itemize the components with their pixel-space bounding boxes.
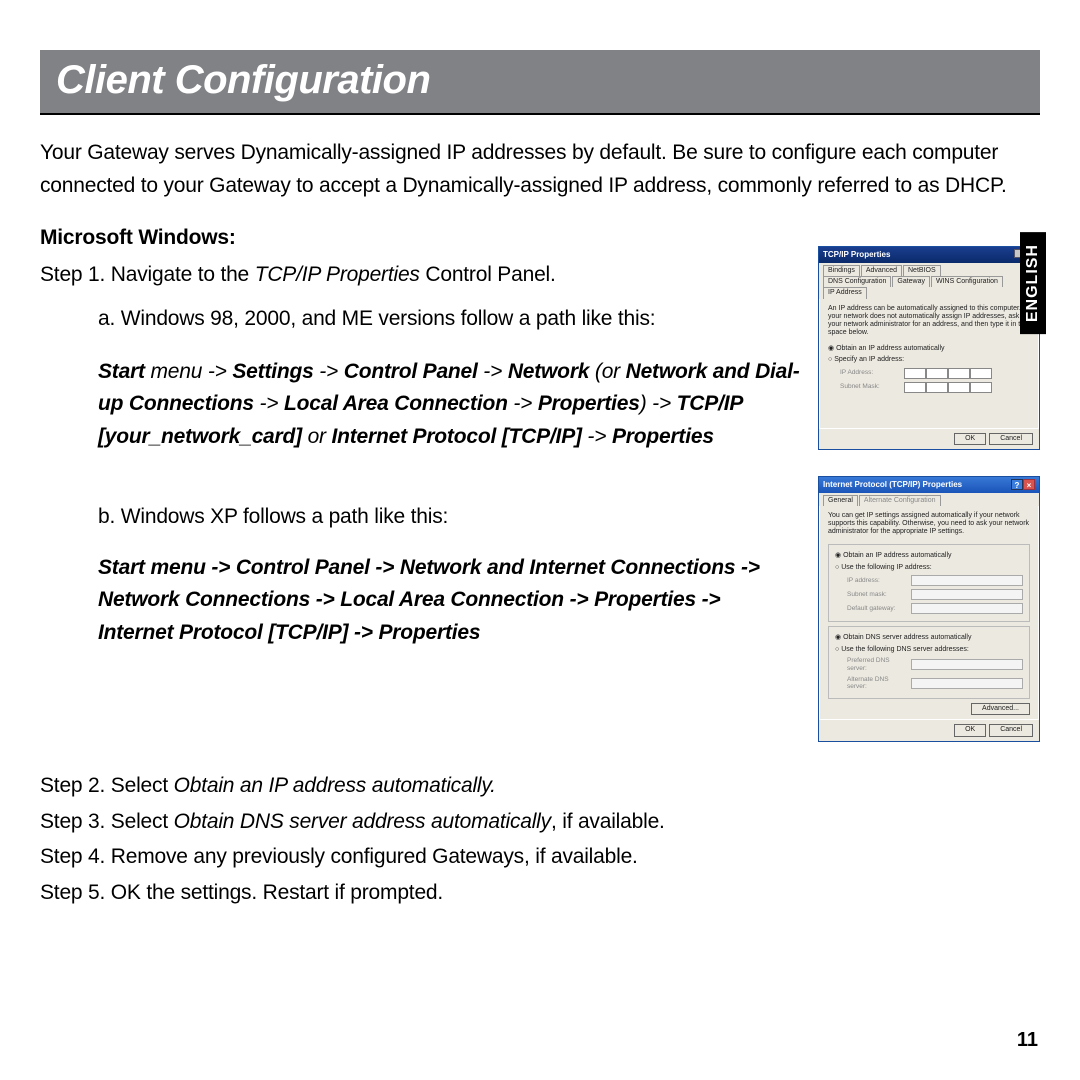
dialog1-tabs: BindingsAdvancedNetBIOS DNS Configuratio… [819,263,1039,299]
dialog2-title: Internet Protocol (TCP/IP) Properties [823,480,962,490]
nav-path-b: Start menu -> Control Panel -> Network a… [40,552,800,650]
dialog1-titlebar: TCP/IP Properties [819,247,1039,263]
substep-b: b. Windows XP follows a path like this: [40,501,800,534]
intro-paragraph: Your Gateway serves Dynamically-assigned… [40,137,1040,202]
step-3: Step 3. Select Obtain DNS server address… [40,804,1040,840]
radio-obtain-auto: Obtain an IP address automatically [828,345,1030,353]
screenshots-column: TCP/IP Properties BindingsAdvancedNetBIO… [818,222,1040,768]
section-title: Client Configuration [56,58,1024,103]
os-heading: Microsoft Windows: [40,222,800,255]
nav-path-a: Start menu -> Settings -> Control Panel … [40,356,800,454]
radio-specify: Specify an IP address: [828,356,1030,364]
ok-button: OK [954,724,986,736]
close-icon: × [1023,479,1035,490]
substep-a: a. Windows 98, 2000, and ME versions fol… [40,303,800,336]
cancel-button: Cancel [989,724,1033,736]
language-tab: ENGLISH [1020,232,1046,334]
advanced-button: Advanced... [971,703,1030,715]
step-4: Step 4. Remove any previously configured… [40,839,1040,875]
tcpip-win98-dialog: TCP/IP Properties BindingsAdvancedNetBIO… [818,246,1040,450]
dialog1-title: TCP/IP Properties [823,250,890,260]
step-2: Step 2. Select Obtain an IP address auto… [40,768,1040,804]
section-title-bar: Client Configuration [40,50,1040,115]
dialog2-desc: You can get IP settings assigned automat… [828,512,1030,536]
instructions-column: Microsoft Windows: Step 1. Navigate to t… [40,222,800,768]
dialog1-desc: An IP address can be automatically assig… [828,305,1030,337]
ok-button: OK [954,433,986,445]
help-icon: ? [1011,479,1023,490]
cancel-button: Cancel [989,433,1033,445]
step-5: Step 5. OK the settings. Restart if prom… [40,875,1040,911]
dialog2-titlebar: Internet Protocol (TCP/IP) Properties ?× [819,477,1039,493]
step-1: Step 1. Navigate to the TCP/IP Propertie… [40,259,800,292]
page-number: 11 [1017,1029,1038,1052]
tcpip-winxp-dialog: Internet Protocol (TCP/IP) Properties ?×… [818,476,1040,742]
manual-page: Client Configuration Your Gateway serves… [0,0,1080,951]
dialog2-tabs: GeneralAlternate Configuration [819,493,1039,506]
